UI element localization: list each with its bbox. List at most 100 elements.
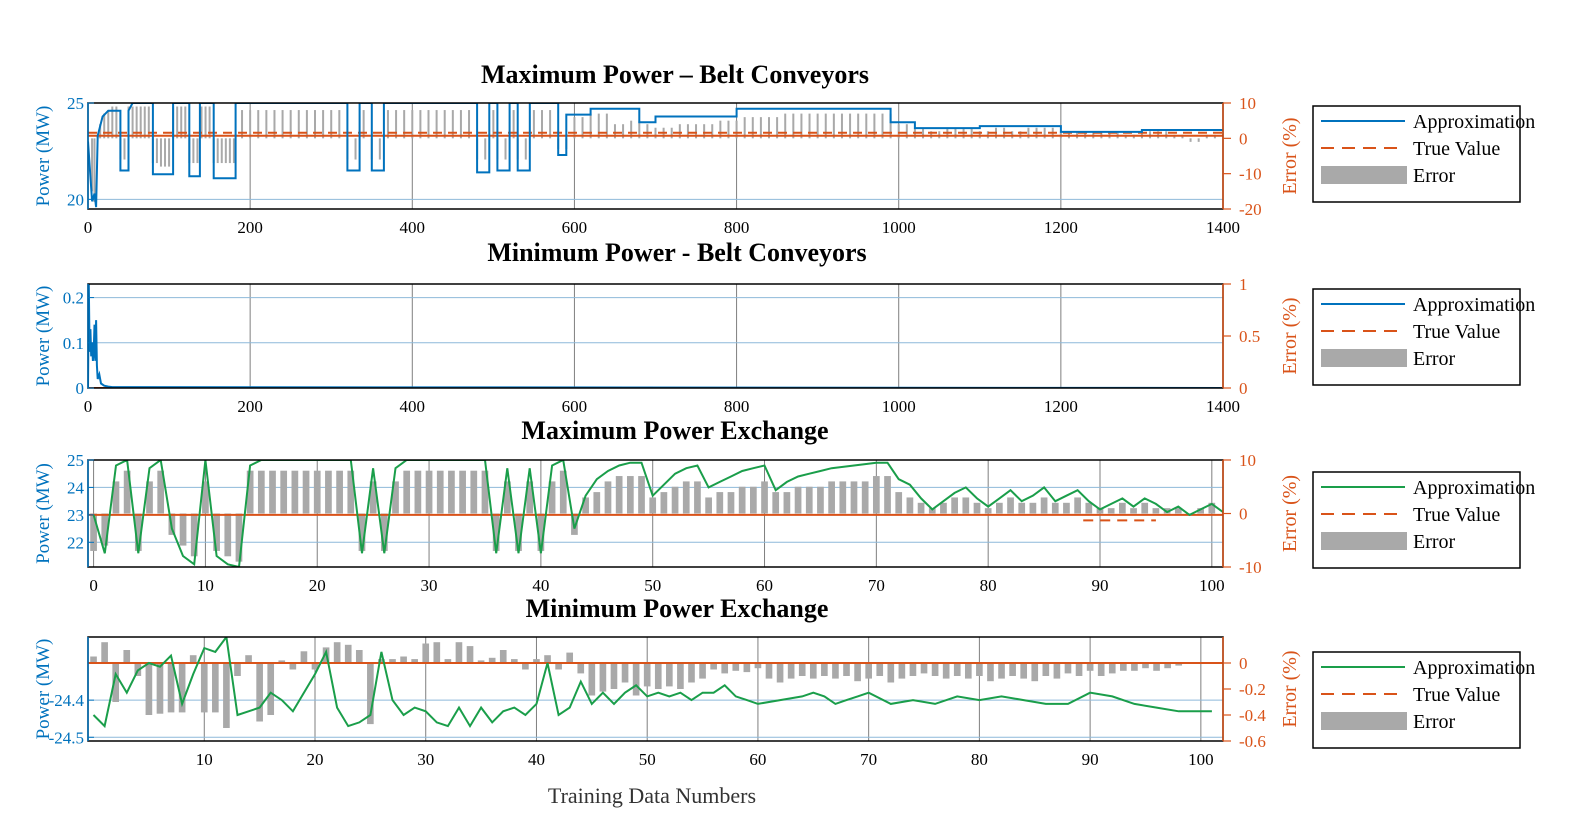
- error-bar: [176, 106, 179, 139]
- error-bar: [721, 663, 729, 674]
- error-bar: [400, 656, 407, 663]
- error-bar: [738, 486, 746, 514]
- x-tick-label: 1000: [882, 397, 916, 416]
- error-bar: [582, 497, 589, 514]
- error-bar: [313, 470, 321, 514]
- error-bar: [751, 117, 754, 139]
- error-bar: [147, 106, 150, 139]
- error-bar: [909, 663, 917, 676]
- error-bar: [1064, 663, 1072, 674]
- error-bar: [678, 124, 681, 139]
- error-bar: [873, 113, 876, 139]
- plot-area: [88, 103, 1223, 209]
- error-bar: [1043, 127, 1046, 139]
- error-bar: [281, 110, 284, 139]
- legend-approximation-label: Approximation: [1413, 657, 1535, 679]
- error-bar: [626, 476, 634, 514]
- error-bar: [610, 663, 618, 689]
- error-bar: [832, 663, 839, 679]
- error-bar: [93, 138, 96, 202]
- error-bar: [115, 106, 118, 139]
- error-bar: [510, 659, 518, 663]
- error-bar: [849, 113, 852, 139]
- error-bar: [123, 650, 131, 663]
- error-bar: [792, 113, 795, 139]
- error-bar: [204, 106, 207, 139]
- error-bar: [228, 138, 231, 164]
- error-bar: [1018, 502, 1026, 514]
- error-bar: [577, 663, 585, 674]
- error-bar: [549, 110, 552, 139]
- error-bar: [1075, 663, 1083, 676]
- error-bar: [123, 470, 131, 514]
- error-bar: [951, 497, 958, 514]
- error-bar: [369, 481, 377, 514]
- y-tick-label: 0.2: [63, 289, 84, 308]
- error-bar: [314, 110, 316, 139]
- error-bar: [970, 127, 973, 139]
- error-bar: [481, 470, 489, 514]
- error-bar: [223, 663, 230, 728]
- error-bar: [984, 508, 992, 514]
- error-bar: [403, 470, 411, 514]
- x-tick-label: 60: [756, 576, 773, 595]
- error-bar: [202, 481, 209, 514]
- error-bar: [872, 476, 880, 514]
- error-bar: [192, 138, 195, 164]
- error-bar: [297, 110, 300, 139]
- error-bar: [710, 663, 717, 670]
- x-tick-label: 10: [196, 750, 213, 769]
- error-bar: [808, 113, 811, 139]
- x-tick-label: 100: [1199, 576, 1225, 595]
- x-tick-label: 50: [644, 576, 661, 595]
- error-bar: [444, 659, 452, 663]
- error-bar: [694, 481, 701, 514]
- error-bar: [164, 138, 167, 167]
- error-bar: [824, 113, 827, 139]
- error-bar: [735, 120, 738, 139]
- y-tick-label: 20: [67, 190, 84, 209]
- x-tick-label: 400: [400, 218, 426, 237]
- error-bar: [146, 481, 153, 514]
- y-tick-label: -24.5: [49, 728, 84, 747]
- error-bar: [832, 113, 835, 139]
- error-bar: [976, 663, 983, 676]
- error-bar: [1108, 663, 1116, 674]
- x-axis-label: Training Data Numbers: [548, 783, 756, 808]
- error-bar: [621, 663, 629, 683]
- error-bar: [1086, 663, 1094, 671]
- error-bar: [378, 659, 385, 663]
- error-bar: [776, 663, 784, 683]
- error-bar: [787, 663, 795, 679]
- error-bar: [1130, 508, 1137, 514]
- error-bar: [615, 476, 623, 514]
- legend-error-swatch: [1321, 349, 1407, 367]
- error-bar: [249, 110, 252, 139]
- error-bar: [711, 124, 714, 139]
- error-bar: [922, 127, 925, 139]
- error-bar: [504, 138, 507, 160]
- error-bar: [754, 663, 762, 669]
- error-bar: [686, 124, 689, 139]
- error-bar: [589, 113, 592, 139]
- plot-area: [88, 637, 1223, 741]
- error-bar: [468, 110, 471, 139]
- error-bar: [91, 138, 94, 192]
- y2-tick-label: 0.5: [1239, 327, 1260, 346]
- error-bar: [630, 120, 633, 139]
- x-tick-label: 100: [1188, 750, 1214, 769]
- error-bar: [1097, 663, 1105, 676]
- y2-tick-label: 10: [1239, 94, 1256, 113]
- y2-tick-label: 0: [1239, 129, 1248, 148]
- legend: Approximation True Value Error: [1312, 651, 1535, 749]
- error-bar: [178, 663, 186, 713]
- y2-tick-label: -0.6: [1239, 732, 1266, 751]
- error-bar: [145, 663, 153, 715]
- error-bar: [954, 127, 957, 139]
- error-bar: [1107, 508, 1115, 514]
- error-bar: [897, 124, 900, 139]
- plot-area: [88, 460, 1223, 567]
- error-bar: [123, 138, 126, 160]
- error-bar: [533, 659, 540, 663]
- error-bar: [964, 663, 972, 679]
